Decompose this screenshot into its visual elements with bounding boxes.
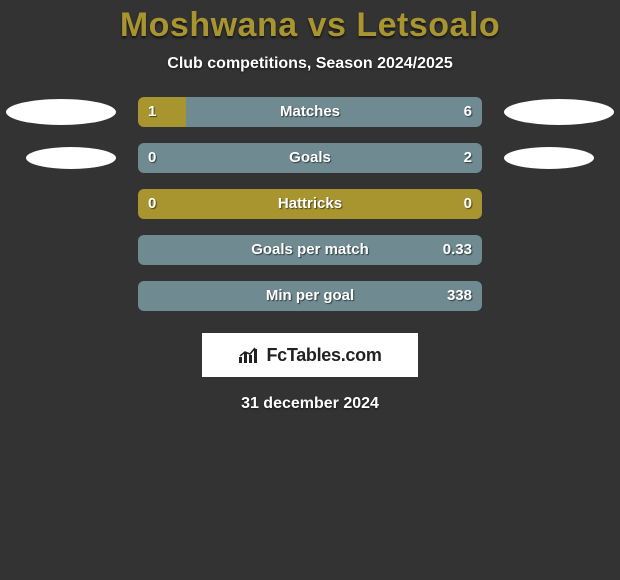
page-title: Moshwana vs Letsoalo	[0, 6, 620, 45]
brand-text: FcTables.com	[266, 345, 381, 366]
metric-label: Min per goal	[138, 281, 482, 311]
comparison-rows: 16Matches 02Goals 00Hattricks 0.33Goals per…	[0, 97, 620, 311]
brand-badge: FcTables.com	[202, 333, 418, 377]
comparison-row: 338Min per goal	[0, 281, 620, 311]
comparison-row: 16Matches	[0, 97, 620, 127]
player-marker-right	[504, 99, 614, 125]
page-subtitle: Club competitions, Season 2024/2025	[0, 55, 620, 73]
player-marker-left	[26, 147, 116, 169]
comparison-row: 0.33Goals per match	[0, 235, 620, 265]
footer-date: 31 december 2024	[0, 395, 620, 413]
chart-icon	[238, 346, 260, 364]
metric-label: Goals per match	[138, 235, 482, 265]
comparison-row: 00Hattricks	[0, 189, 620, 219]
player-marker-right	[504, 147, 594, 169]
metric-label: Matches	[138, 97, 482, 127]
metric-label: Goals	[138, 143, 482, 173]
comparison-row: 02Goals	[0, 143, 620, 173]
player-marker-left	[6, 99, 116, 125]
metric-label: Hattricks	[138, 189, 482, 219]
